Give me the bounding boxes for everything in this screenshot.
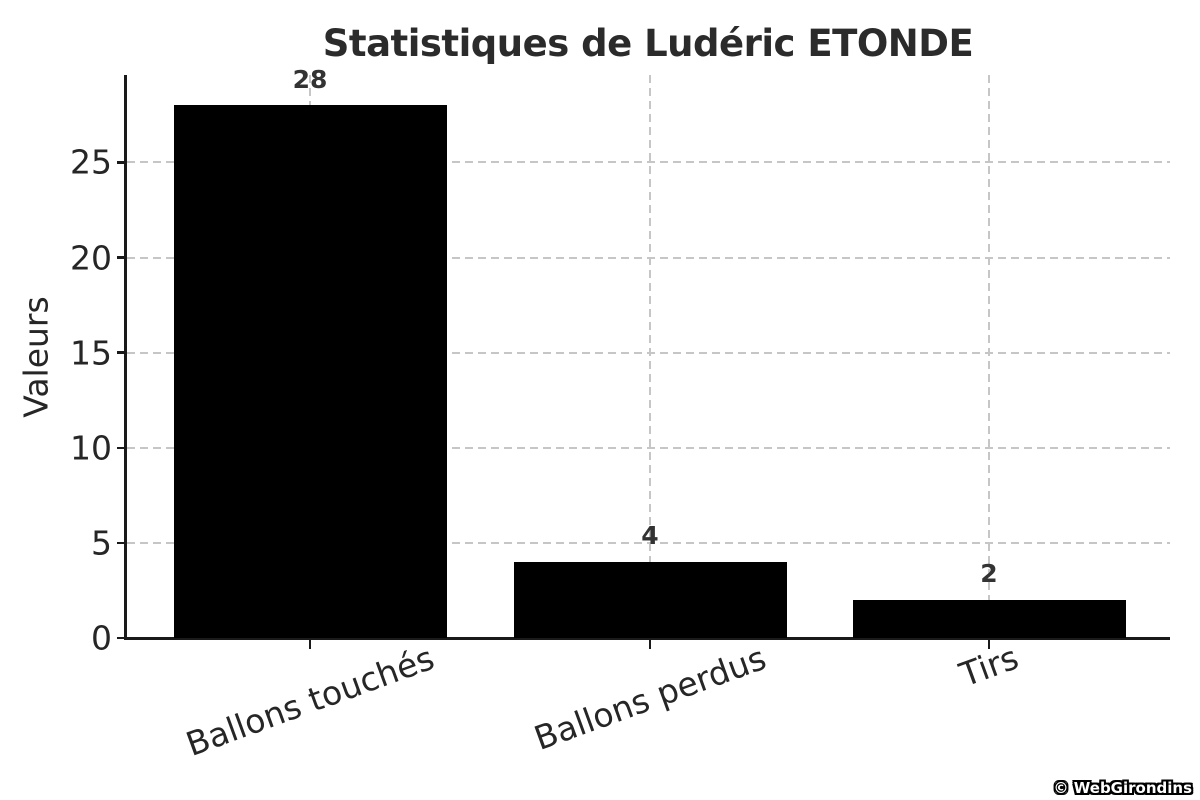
x-axis-spine	[124, 637, 1170, 640]
y-tick-label-25: 25	[70, 142, 112, 182]
y-tick-label-20: 20	[70, 238, 112, 278]
h-gridline-5	[127, 541, 1170, 544]
bar-0	[173, 105, 447, 638]
y-tick-label-15: 15	[70, 333, 112, 373]
bar-value-label-2: 2	[980, 559, 998, 589]
x-tick-label-1: Ballons perdus	[529, 637, 771, 758]
y-tick-label-5: 5	[91, 523, 112, 563]
watermark: © WebGirondins	[1053, 779, 1192, 797]
x-tick-label-2: Tirs	[954, 637, 1024, 695]
y-tick-10	[117, 446, 126, 450]
y-axis-spine	[124, 75, 127, 640]
bar-value-label-1: 4	[641, 521, 659, 551]
x-tick-2	[987, 640, 991, 649]
h-gridline-20	[127, 256, 1170, 259]
h-gridline-10	[127, 446, 1170, 449]
y-tick-15	[117, 351, 126, 354]
v-gridline-1	[649, 75, 651, 637]
h-gridline-15	[127, 351, 1170, 354]
y-tick-0	[117, 636, 126, 640]
bar-1	[513, 561, 787, 638]
bar-value-label-0: 28	[292, 64, 328, 94]
y-tick-5	[117, 541, 126, 545]
x-tick-label-0: Ballons touchés	[180, 637, 440, 764]
y-tick-label-0: 0	[91, 618, 112, 658]
x-tick-0	[308, 640, 312, 649]
x-tick-1	[648, 640, 652, 649]
v-gridline-2	[988, 75, 990, 637]
y-tick-label-10: 10	[70, 428, 112, 468]
y-tick-25	[117, 161, 126, 164]
bar-2	[852, 599, 1126, 638]
h-gridline-25	[127, 161, 1170, 164]
chart-title: Statistiques de Ludéric ETONDE	[322, 22, 974, 65]
y-tick-20	[117, 256, 126, 259]
